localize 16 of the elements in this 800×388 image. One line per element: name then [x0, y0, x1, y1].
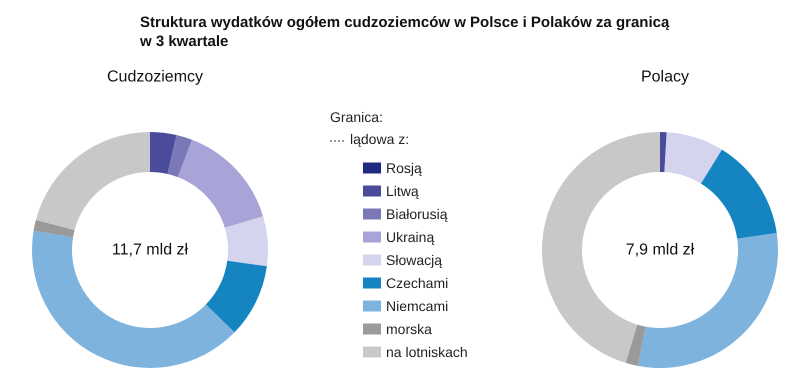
legend-label: Litwą [386, 183, 419, 199]
legend-label: Słowacją [386, 252, 442, 268]
legend-label: na lotniskach [386, 344, 468, 360]
legend-label: Białorusią [386, 206, 448, 222]
slice-label: Cudzoziemcy [106, 68, 204, 86]
legend-label: Niemcami [386, 298, 448, 314]
chart-title: Struktura wydatków ogółem cudzoziemców w Polsce i Polaków za granicą w 3 kwartale [139, 14, 670, 50]
text: lądowa z: [350, 131, 410, 147]
legend-label: Czechami [386, 275, 448, 291]
text: 11,7 mld zł [112, 242, 189, 258]
text: 7,9 mld zł [626, 242, 695, 258]
legend-label: Rosją [386, 160, 422, 176]
legend-label: morska [386, 321, 432, 337]
legend-label: Ukrainą [386, 229, 434, 245]
slice-label: Polacy [640, 68, 690, 86]
legend-title: Granica: [330, 109, 383, 125]
